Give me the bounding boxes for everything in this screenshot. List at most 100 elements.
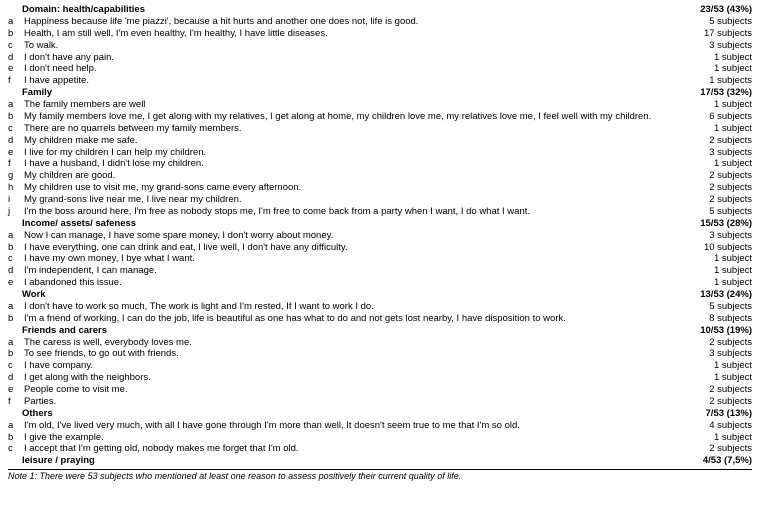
- row-text: I have company.: [22, 360, 662, 372]
- row-letter: g: [8, 170, 22, 182]
- row-text: I'm independent, I can manage.: [22, 265, 662, 277]
- domain-count: 23/53 (43%): [662, 4, 752, 16]
- domain-header: Income/ assets/ safeness15/53 (28%): [8, 218, 752, 230]
- row-count: 2 subjects: [662, 384, 752, 396]
- row-text: My children make me safe.: [22, 135, 662, 147]
- row-count: 1 subject: [662, 277, 752, 289]
- table-row: fParties.2 subjects: [8, 396, 752, 408]
- row-text: I don't have any pain.: [22, 52, 662, 64]
- table-row: cI accept that I'm getting old, nobody m…: [8, 443, 752, 455]
- row-text: I'm old, I've lived very much, with all …: [22, 420, 662, 432]
- row-count: 3 subjects: [662, 230, 752, 242]
- row-text: I have appetite.: [22, 75, 662, 87]
- row-count: 4 subjects: [662, 420, 752, 432]
- table-row: eI live for my children I can help my ch…: [8, 147, 752, 159]
- row-count: 5 subjects: [662, 301, 752, 313]
- row-text: People come to visit me.: [22, 384, 662, 396]
- row-count: 2 subjects: [662, 396, 752, 408]
- row-text: Happiness because life 'me piazzi', beca…: [22, 16, 662, 28]
- domain-header: Domain: health/capabilities23/53 (43%): [8, 4, 752, 16]
- row-count: 3 subjects: [662, 147, 752, 159]
- row-text: The caress is well, everybody loves me.: [22, 337, 662, 349]
- row-letter: i: [8, 194, 22, 206]
- row-count: 1 subject: [662, 123, 752, 135]
- row-text: There are no quarrels between my family …: [22, 123, 662, 135]
- row-count: 1 subject: [662, 432, 752, 444]
- row-letter: h: [8, 182, 22, 194]
- row-count: 2 subjects: [662, 194, 752, 206]
- domain-title: Family: [22, 87, 662, 99]
- row-text: Health, I am still well, I'm even health…: [22, 28, 662, 40]
- row-count: 3 subjects: [662, 348, 752, 360]
- table-row: dI get along with the neighbors.1 subjec…: [8, 372, 752, 384]
- row-letter: f: [8, 396, 22, 408]
- row-letter: a: [8, 16, 22, 28]
- row-text: I have everything, one can drink and eat…: [22, 242, 662, 254]
- row-count: 1 subject: [662, 265, 752, 277]
- table-row: bTo see friends, to go out with friends.…: [8, 348, 752, 360]
- row-letter: a: [8, 99, 22, 111]
- domain-count: 10/53 (19%): [662, 325, 752, 337]
- row-letter: c: [8, 40, 22, 52]
- row-text: I abandoned this issue.: [22, 277, 662, 289]
- row-count: 1 subject: [662, 360, 752, 372]
- row-letter: f: [8, 75, 22, 87]
- domain-header: Family17/53 (32%): [8, 87, 752, 99]
- row-count: 2 subjects: [662, 170, 752, 182]
- table-row: cI have my own money, I bye what I want.…: [8, 253, 752, 265]
- table-row: hMy children use to visit me, my grand-s…: [8, 182, 752, 194]
- domain-title: leisure / praying: [22, 455, 662, 467]
- row-count: 1 subject: [662, 52, 752, 64]
- row-letter: d: [8, 265, 22, 277]
- row-letter: c: [8, 443, 22, 455]
- row-letter: b: [8, 313, 22, 325]
- row-text: My children use to visit me, my grand-so…: [22, 182, 662, 194]
- row-letter: c: [8, 360, 22, 372]
- domain-title: Income/ assets/ safeness: [22, 218, 662, 230]
- domain-header: Work13/53 (24%): [8, 289, 752, 301]
- row-letter: d: [8, 372, 22, 384]
- domain-title: Friends and carers: [22, 325, 662, 337]
- table-row: dMy children make me safe.2 subjects: [8, 135, 752, 147]
- footnote: Note 1: There were 53 subjects who menti…: [8, 469, 752, 482]
- domain-count: 4/53 (7,5%): [662, 455, 752, 467]
- table-row: fI have appetite.1 subjects: [8, 75, 752, 87]
- table-row: iMy grand-sons live near me, I live near…: [8, 194, 752, 206]
- row-count: 1 subject: [662, 63, 752, 75]
- row-text: I don't have to work so much, The work i…: [22, 301, 662, 313]
- row-text: I live for my children I can help my chi…: [22, 147, 662, 159]
- row-count: 1 subject: [662, 372, 752, 384]
- table-row: aThe family members are well1 subject: [8, 99, 752, 111]
- row-text: I'm the boss around here, I'm free as no…: [22, 206, 662, 218]
- row-letter: e: [8, 384, 22, 396]
- domain-title: Work: [22, 289, 662, 301]
- row-text: I have a husband, I didn't lose my child…: [22, 158, 662, 170]
- table-row: bI have everything, one can drink and ea…: [8, 242, 752, 254]
- row-text: Parties.: [22, 396, 662, 408]
- domain-title: Domain: health/capabilities: [22, 4, 662, 16]
- table-row: jI'm the boss around here, I'm free as n…: [8, 206, 752, 218]
- row-text: I get along with the neighbors.: [22, 372, 662, 384]
- table-row: cI have company.1 subject: [8, 360, 752, 372]
- row-text: My grand-sons live near me, I live near …: [22, 194, 662, 206]
- row-letter: c: [8, 123, 22, 135]
- row-letter: e: [8, 147, 22, 159]
- row-letter: e: [8, 63, 22, 75]
- table-row: gMy children are good.2 subjects: [8, 170, 752, 182]
- row-count: 2 subjects: [662, 135, 752, 147]
- row-text: I give the example.: [22, 432, 662, 444]
- row-letter: a: [8, 230, 22, 242]
- row-count: 1 subject: [662, 99, 752, 111]
- table-row: cTo walk.3 subjects: [8, 40, 752, 52]
- domain-count: 17/53 (32%): [662, 87, 752, 99]
- table-row: bMy family members love me, I get along …: [8, 111, 752, 123]
- row-count: 5 subjects: [662, 16, 752, 28]
- row-text: I'm a friend of working, I can do the jo…: [22, 313, 662, 325]
- row-count: 5 subjects: [662, 206, 752, 218]
- table-row: aI don't have to work so much, The work …: [8, 301, 752, 313]
- domains-table: Domain: health/capabilities23/53 (43%)aH…: [8, 4, 752, 467]
- table-row: aNow I can manage, I have some spare mon…: [8, 230, 752, 242]
- row-letter: c: [8, 253, 22, 265]
- row-count: 1 subjects: [662, 75, 752, 87]
- table-row: bHealth, I am still well, I'm even healt…: [8, 28, 752, 40]
